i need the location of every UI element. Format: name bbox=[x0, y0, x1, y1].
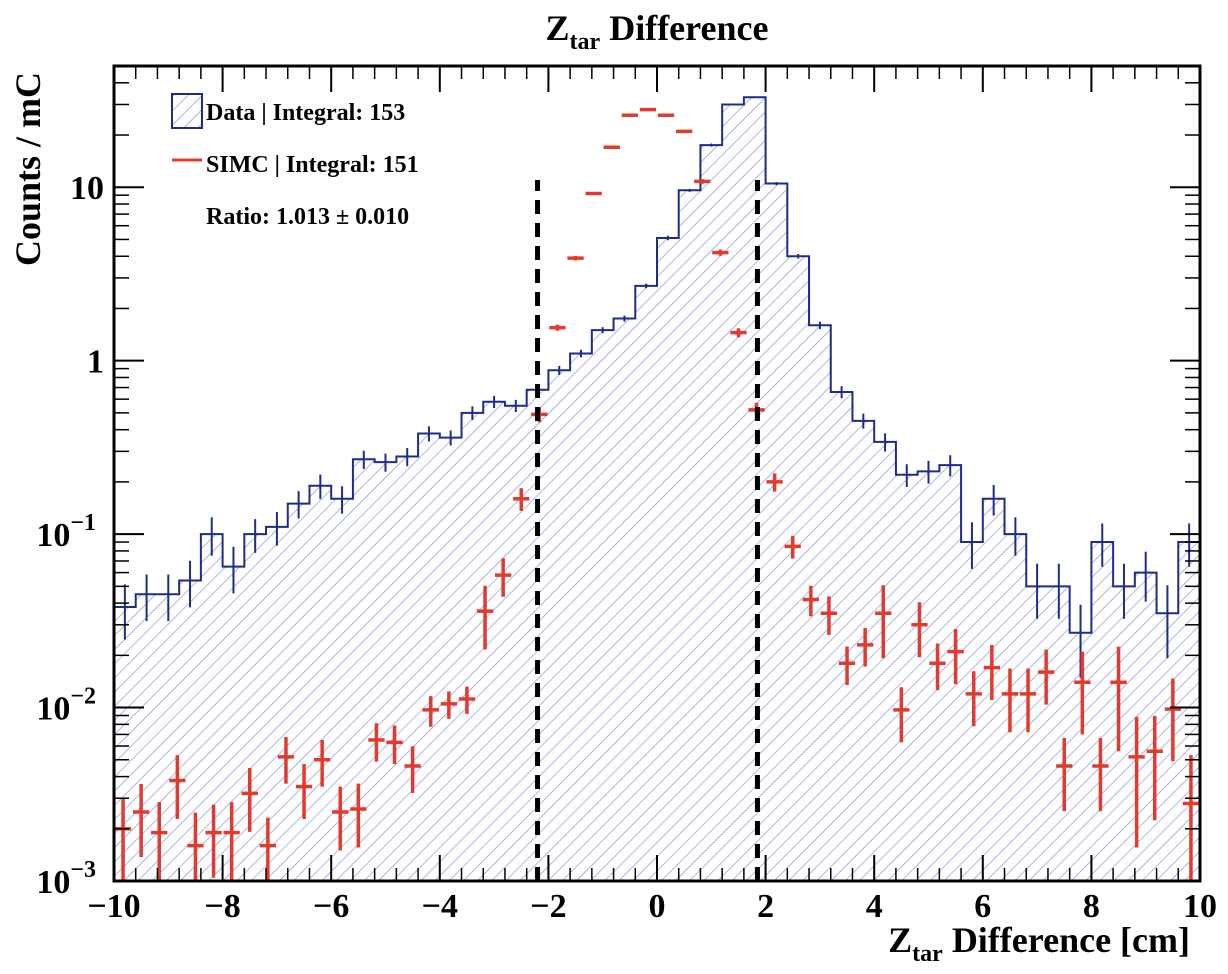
simc-point bbox=[277, 737, 295, 784]
simc-point bbox=[567, 255, 584, 261]
legend-entry-data: Data | Integral: 153 bbox=[171, 93, 405, 129]
simc-point bbox=[350, 783, 367, 848]
simc-point bbox=[766, 473, 783, 492]
legend-entry-ratio: Ratio: 1.013 ± 0.010 bbox=[206, 204, 409, 230]
x-axis-label: Ztar Difference [cm] bbox=[888, 920, 1190, 967]
legend-entry-simc: SIMC | Integral: 151 bbox=[172, 152, 419, 178]
simc-point bbox=[368, 723, 385, 762]
legend: Data | Integral: 153 SIMC | Integral: 15… bbox=[171, 93, 419, 230]
cut-lines bbox=[535, 180, 760, 881]
simc-point bbox=[223, 802, 240, 881]
simc-point bbox=[983, 644, 1000, 701]
simc-point bbox=[205, 804, 222, 878]
y-tick-label: 1 bbox=[87, 344, 104, 381]
x-tick-label: 6 bbox=[974, 888, 991, 925]
simc-point bbox=[639, 107, 657, 112]
simc-point bbox=[241, 768, 258, 832]
legend-simc-label: SIMC | Integral: 151 bbox=[206, 152, 419, 178]
simc-point bbox=[458, 686, 476, 714]
x-tick-label: −8 bbox=[204, 888, 240, 925]
simc-point bbox=[838, 646, 856, 685]
simc-point bbox=[476, 585, 494, 650]
simc-point bbox=[440, 691, 457, 719]
simc-point bbox=[911, 602, 928, 658]
simc-point bbox=[730, 328, 747, 338]
simc-point bbox=[893, 687, 910, 743]
simc-point bbox=[422, 696, 439, 727]
x-tick-label: 4 bbox=[866, 888, 883, 925]
x-tick-label: 10 bbox=[1183, 888, 1217, 925]
simc-point bbox=[1164, 678, 1181, 762]
y-axis-label: Counts / mC bbox=[8, 72, 48, 266]
simc-point bbox=[585, 191, 602, 196]
y-tick-label: 10−2 bbox=[36, 684, 96, 728]
simc-point bbox=[1146, 715, 1163, 821]
simc-point bbox=[513, 488, 530, 511]
simc-point bbox=[1038, 649, 1055, 705]
simc-point bbox=[1074, 651, 1091, 735]
simc-point bbox=[386, 725, 403, 765]
simc-point bbox=[784, 535, 801, 559]
simc-point bbox=[712, 249, 729, 256]
simc-point bbox=[314, 740, 331, 787]
simc-point bbox=[621, 113, 638, 118]
y-tick-label: 10 bbox=[70, 170, 104, 207]
simc-point bbox=[1001, 668, 1019, 733]
simc-point bbox=[857, 628, 874, 667]
legend-ratio-label: Ratio: 1.013 ± 0.010 bbox=[206, 204, 409, 230]
y-tick-label: 10−1 bbox=[36, 510, 96, 554]
simc-point bbox=[1019, 668, 1037, 733]
simc-point bbox=[929, 643, 946, 691]
x-tick-label: −2 bbox=[530, 888, 566, 925]
x-tick-label: 0 bbox=[649, 888, 666, 925]
simc-point bbox=[1128, 716, 1145, 848]
simc-point bbox=[332, 786, 349, 851]
x-tick-label: −10 bbox=[87, 888, 140, 925]
simc-point bbox=[875, 585, 892, 659]
x-tick-label: 8 bbox=[1083, 888, 1100, 925]
simc-point bbox=[1182, 755, 1200, 881]
chart-title: Ztar Difference bbox=[546, 8, 769, 55]
simc-point bbox=[694, 179, 711, 184]
simc-point bbox=[169, 755, 186, 819]
simc-point bbox=[676, 129, 693, 134]
legend-data-label: Data | Integral: 153 bbox=[206, 100, 405, 126]
simc-point bbox=[187, 812, 204, 881]
simc-point bbox=[133, 783, 150, 858]
x-axis: −10 −8 −6 −4 −2 0 2 4 6 8 10 bbox=[87, 66, 1217, 925]
x-tick-label: −4 bbox=[422, 888, 458, 925]
simc-point bbox=[1110, 646, 1127, 752]
simc-point bbox=[549, 324, 566, 331]
simc-point bbox=[1056, 738, 1073, 812]
simc-point bbox=[965, 671, 982, 727]
simc-point bbox=[295, 764, 313, 820]
simc-point bbox=[820, 596, 838, 635]
simc-point bbox=[151, 802, 168, 881]
simc-point bbox=[404, 746, 421, 793]
simc-point bbox=[1092, 738, 1109, 812]
data-histogram-line bbox=[114, 96, 1200, 640]
simc-point bbox=[947, 629, 964, 685]
simc-point bbox=[259, 817, 276, 881]
simc-point bbox=[657, 113, 675, 118]
simc-point bbox=[495, 558, 512, 597]
x-tick-label: −6 bbox=[313, 888, 349, 925]
simc-point bbox=[802, 585, 819, 617]
simc-point bbox=[603, 145, 620, 150]
x-tick-label: 2 bbox=[757, 888, 774, 925]
plot-area bbox=[114, 96, 1200, 881]
legend-data-swatch bbox=[171, 93, 203, 129]
data-histogram-fill bbox=[114, 97, 1200, 881]
